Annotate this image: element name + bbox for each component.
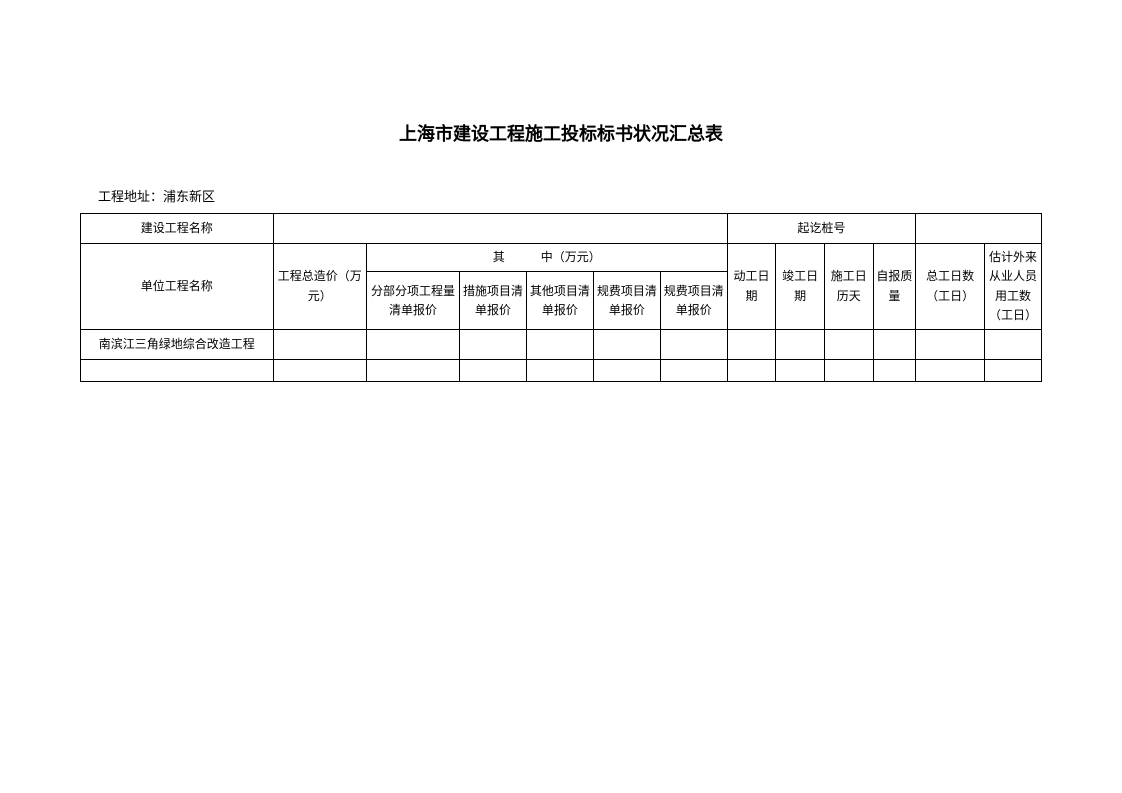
cell-empty (526, 360, 593, 382)
cell-ext (985, 330, 1042, 360)
hdr-ext-workers: 估计外来从业人员用工数（工日） (985, 244, 1042, 330)
hdr-total-cost: 工程总造价（万元） (273, 244, 366, 330)
project-address: 工程地址：浦东新区 (80, 186, 1042, 205)
cell-empty (824, 360, 873, 382)
hdr-project-name-value (273, 214, 727, 244)
hdr-sub4: 规费项目清单报价 (593, 272, 660, 330)
cell-empty (727, 360, 776, 382)
hdr-breakdown: 其 中（万元） (366, 244, 727, 272)
cell-empty (660, 360, 727, 382)
cell-empty (273, 360, 366, 382)
cell-empty (366, 360, 459, 382)
hdr-unit-project-name: 单位工程名称 (81, 244, 274, 330)
cell-name: 南滨江三角绿地综合改造工程 (81, 330, 274, 360)
cell-s2 (460, 330, 527, 360)
hdr-self-qual: 自报质量 (873, 244, 916, 330)
cell-s1 (366, 330, 459, 360)
address-label: 工程地址： (98, 189, 163, 204)
hdr-stake-no: 起讫桩号 (727, 214, 916, 244)
hdr-sub5: 规费项目清单报价 (660, 272, 727, 330)
cell-qual (873, 330, 916, 360)
hdr-stake-no-value (916, 214, 1042, 244)
cell-empty (593, 360, 660, 382)
table-header-row-1: 建设工程名称 起讫桩号 (81, 214, 1042, 244)
cell-empty (460, 360, 527, 382)
cell-total (273, 330, 366, 360)
hdr-start-date: 动工日期 (727, 244, 776, 330)
table-row (81, 360, 1042, 382)
address-value: 浦东新区 (163, 189, 215, 204)
cell-d1 (727, 330, 776, 360)
hdr-sub3: 其他项目清单报价 (526, 272, 593, 330)
hdr-total-wd: 总工日数（工日） (916, 244, 985, 330)
cell-s4 (593, 330, 660, 360)
cell-wd (916, 330, 985, 360)
hdr-sub1: 分部分项工程量清单报价 (366, 272, 459, 330)
hdr-sub2: 措施项目清单报价 (460, 272, 527, 330)
cell-days (824, 330, 873, 360)
cell-empty (873, 360, 916, 382)
hdr-cal-days: 施工日历天 (824, 244, 873, 330)
table-header-row-2: 单位工程名称 工程总造价（万元） 其 中（万元） 动工日期 竣工日期 施工日历天… (81, 244, 1042, 272)
cell-d2 (776, 330, 825, 360)
cell-empty (985, 360, 1042, 382)
page-title: 上海市建设工程施工投标标书状况汇总表 (80, 120, 1042, 146)
cell-empty (916, 360, 985, 382)
summary-table: 建设工程名称 起讫桩号 单位工程名称 工程总造价（万元） 其 中（万元） 动工日… (80, 213, 1042, 382)
cell-empty (81, 360, 274, 382)
hdr-end-date: 竣工日期 (776, 244, 825, 330)
cell-empty (776, 360, 825, 382)
hdr-project-name: 建设工程名称 (81, 214, 274, 244)
cell-s5 (660, 330, 727, 360)
document-page: 上海市建设工程施工投标标书状况汇总表 工程地址：浦东新区 建设工程名称 起讫桩号 (0, 0, 1122, 382)
table-row: 南滨江三角绿地综合改造工程 (81, 330, 1042, 360)
cell-s3 (526, 330, 593, 360)
